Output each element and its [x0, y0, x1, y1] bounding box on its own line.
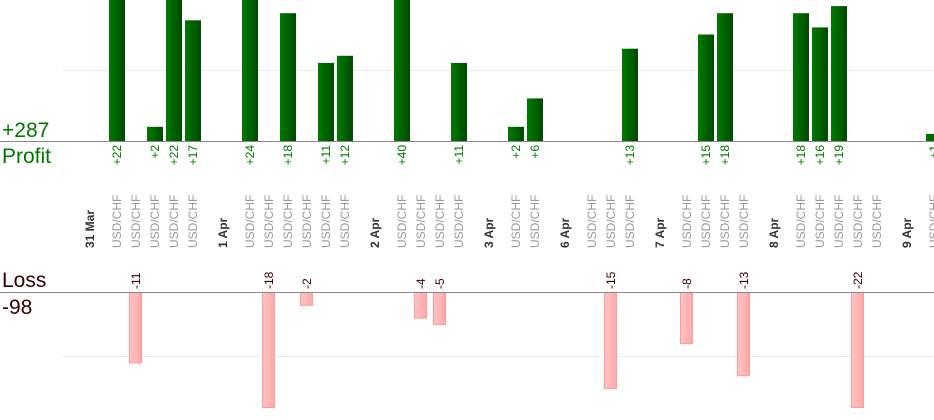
symbol-label: USD/CHF: [927, 195, 934, 248]
symbol-label: USD/CHF: [319, 195, 333, 248]
profit-bar[interactable]: [812, 27, 828, 141]
loss-value-label: -2: [300, 278, 314, 289]
loss-value-label: -4: [414, 278, 428, 289]
profit-bar[interactable]: [394, 0, 410, 141]
loss-total: -98: [2, 296, 32, 319]
profit-bar[interactable]: [109, 0, 125, 141]
symbol-label: USD/CHF: [414, 195, 428, 248]
profit-bar[interactable]: [622, 48, 638, 142]
symbol-label: USD/CHF: [110, 195, 124, 248]
symbol-label: USD/CHF: [585, 195, 599, 248]
loss-bar[interactable]: [737, 292, 750, 377]
date-label: 8 Apr: [767, 217, 781, 248]
loss-bar[interactable]: [433, 292, 446, 325]
date-label: 1 Apr: [216, 217, 230, 248]
profit-bar[interactable]: [147, 126, 163, 141]
profit-value-label: +16: [813, 145, 827, 166]
date-label: 2 Apr: [368, 217, 382, 248]
loss-bar[interactable]: [851, 292, 864, 408]
symbol-label: USD/CHF: [851, 195, 865, 248]
symbol-label: USD/CHF: [737, 195, 751, 248]
symbol-label: USD/CHF: [148, 195, 162, 248]
symbol-label: USD/CHF: [509, 195, 523, 248]
profit-bar[interactable]: [717, 13, 733, 142]
symbol-label: USD/CHF: [243, 195, 257, 248]
profit-value-label: +40: [395, 145, 409, 166]
symbol-label: USD/CHF: [813, 195, 827, 248]
profit-value-label: +11: [452, 145, 466, 165]
symbol-label: USD/CHF: [433, 195, 447, 248]
symbol-label: USD/CHF: [186, 195, 200, 248]
profit-bar[interactable]: [318, 62, 334, 141]
symbol-label: USD/CHF: [699, 195, 713, 248]
loss-label: Loss: [2, 269, 46, 292]
symbol-label: USD/CHF: [604, 195, 618, 248]
loss-value-label: -5: [433, 278, 447, 289]
symbol-label: USD/CHF: [129, 195, 143, 248]
symbol-label: USD/CHF: [623, 195, 637, 248]
date-label: 31 Mar: [83, 210, 97, 248]
profit-value-label: +2: [509, 145, 523, 159]
symbol-label: USD/CHF: [395, 195, 409, 248]
profit-label: Profit: [2, 145, 51, 168]
loss-bar[interactable]: [129, 292, 142, 364]
profit-value-label: +24: [243, 145, 257, 166]
loss-bar[interactable]: [300, 292, 313, 306]
symbol-label: USD/CHF: [452, 195, 466, 248]
loss-bar[interactable]: [604, 292, 617, 389]
symbol-label: USD/CHF: [832, 195, 846, 248]
symbol-label: USD/CHF: [262, 195, 276, 248]
profit-value-label: +17: [186, 145, 200, 166]
loss-value-label: -18: [262, 271, 276, 289]
profit-bar[interactable]: [793, 13, 809, 142]
profit-bar[interactable]: [242, 0, 258, 141]
profit-value-label: +15: [699, 145, 713, 166]
date-label: 3 Apr: [482, 217, 496, 248]
profit-value-label: +18: [281, 145, 295, 166]
loss-bar[interactable]: [262, 292, 275, 408]
profit-bar[interactable]: [185, 20, 201, 141]
profit-total: +287: [2, 119, 49, 142]
symbol-label: USD/CHF: [680, 195, 694, 248]
profit-value-label: +11: [319, 145, 333, 165]
profit-bar[interactable]: [451, 62, 467, 141]
profit-bar[interactable]: [337, 55, 353, 141]
symbol-label: USD/CHF: [300, 195, 314, 248]
date-label: 6 Apr: [558, 217, 572, 248]
symbol-label: USD/CHF: [794, 195, 808, 248]
profit-bar[interactable]: [926, 133, 934, 141]
symbol-label: USD/CHF: [718, 195, 732, 248]
profit-value-label: +12: [338, 145, 352, 166]
loss-value-label: -15: [604, 271, 618, 289]
profit-value-label: +22: [167, 145, 181, 166]
profit-value-label: +18: [794, 145, 808, 166]
profit-value-label: +6: [528, 145, 542, 159]
loss-value-label: -22: [851, 271, 865, 289]
profit-bar[interactable]: [508, 126, 524, 141]
loss-value-label: -13: [737, 271, 751, 289]
loss-bar[interactable]: [414, 292, 427, 319]
profit-bar[interactable]: [527, 98, 543, 141]
profit-value-label: +19: [832, 145, 846, 166]
symbol-label: USD/CHF: [528, 195, 542, 248]
profit-value-label: +22: [110, 145, 124, 166]
symbol-label: USD/CHF: [870, 195, 884, 248]
loss-value-label: -11: [129, 272, 143, 289]
symbol-label: USD/CHF: [167, 195, 181, 248]
profit-value-label: +18: [718, 145, 732, 166]
profit-value-label: +1: [927, 145, 934, 159]
profit-bar[interactable]: [698, 34, 714, 142]
profit-bar[interactable]: [280, 13, 296, 142]
loss-value-label: -8: [680, 278, 694, 289]
loss-bar[interactable]: [680, 292, 693, 345]
date-label: 9 Apr: [900, 217, 914, 248]
symbol-label: USD/CHF: [281, 195, 295, 248]
profit-bar[interactable]: [166, 0, 182, 141]
symbol-label: USD/CHF: [338, 195, 352, 248]
date-label: 7 Apr: [653, 217, 667, 248]
profit-bar[interactable]: [831, 6, 847, 141]
profit-value-label: +2: [148, 145, 162, 159]
profit-value-label: +13: [623, 145, 637, 166]
